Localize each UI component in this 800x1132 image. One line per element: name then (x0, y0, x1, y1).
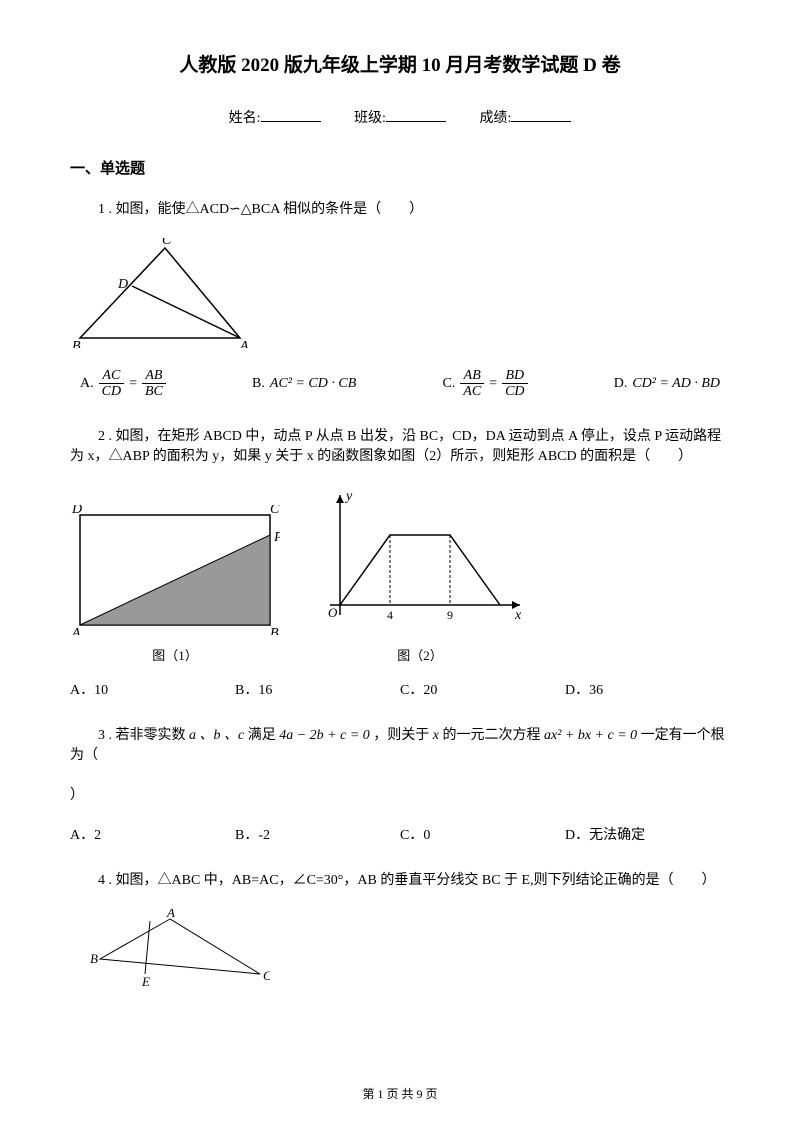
q3-option-c: C．0 (400, 824, 565, 844)
frac-ac-cd: AC CD (99, 368, 124, 400)
frac-den: CD (502, 384, 527, 399)
q1-option-a: A. AC CD = AB BC (80, 368, 166, 400)
name-underline (261, 121, 321, 122)
q3-option-d: D．无法确定 (565, 824, 730, 844)
opt-label-c: C. (442, 376, 455, 392)
q2-figures: D C A B P 图（1） O y x 4 9 图（2） (70, 485, 730, 664)
name-label: 姓名: (229, 111, 261, 126)
q3-varx: x (433, 728, 439, 743)
svg-text:D: D (117, 277, 128, 292)
q3-options: A．2 B．-2 C．0 D．无法确定 (70, 824, 730, 844)
opt-label-d: D. (614, 376, 628, 392)
q2-option-c: C．20 (400, 679, 565, 699)
q4-figure: A B C E (90, 909, 730, 994)
score-underline (511, 121, 571, 122)
frac-num: AB (142, 368, 166, 384)
q3-eq1: 4a − 2b + c = 0 (279, 728, 370, 743)
svg-text:E: E (141, 974, 150, 989)
info-line: 姓名: 班级: 成绩: (70, 107, 730, 127)
opt-math-b: AC² = CD · CB (270, 376, 356, 392)
frac-bd-cd: BD CD (502, 368, 527, 400)
q1-text: 1 . 如图，能使△ACD∽△BCA 相似的条件是（ ） (70, 198, 730, 218)
q2-option-b: B．16 (235, 679, 400, 699)
frac-ab-bc: AB BC (142, 368, 166, 400)
class-label: 班级: (354, 111, 386, 126)
eq-sign: = (129, 376, 137, 392)
opt-label-a: A. (80, 376, 94, 392)
score-field: 成绩: (479, 107, 571, 127)
q3-option-b: B．-2 (235, 824, 400, 844)
frac-den: BC (142, 384, 166, 399)
eq-sign: = (489, 376, 497, 392)
svg-text:9: 9 (447, 608, 453, 622)
q3-mid: 满足 (248, 728, 276, 743)
page-footer: 第 1 页 共 9 页 (0, 1085, 800, 1102)
svg-text:B: B (72, 339, 81, 348)
svg-text:4: 4 (387, 608, 393, 622)
q2-option-a: A．10 (70, 679, 235, 699)
q4-triangle-svg: A B C E (90, 909, 270, 989)
q2-text: 2 . 如图，在矩形 ABCD 中，动点 P 从点 B 出发，沿 BC，CD，D… (70, 425, 730, 465)
class-field: 班级: (354, 107, 446, 127)
q3-vars: a 、b 、c (189, 728, 244, 743)
q2-fig2-svg: O y x 4 9 (310, 485, 530, 635)
frac-num: BD (502, 368, 527, 384)
q3-eq2: ax² + bx + c = 0 (544, 728, 637, 743)
frac-num: AB (460, 368, 484, 384)
frac-den: CD (99, 384, 124, 399)
svg-text:y: y (344, 489, 353, 504)
q3-option-a: A．2 (70, 824, 235, 844)
q1-option-c: C. AB AC = BD CD (442, 368, 527, 400)
svg-text:O: O (328, 605, 338, 620)
q2-options: A．10 B．16 C．20 D．36 (70, 679, 730, 699)
svg-text:x: x (514, 608, 522, 623)
q2-option-d: D．36 (565, 679, 730, 699)
page-title: 人教版 2020 版九年级上学期 10 月月考数学试题 D 卷 (70, 50, 730, 77)
name-field: 姓名: (229, 107, 321, 127)
fig2-caption: 图（2） (310, 645, 530, 664)
svg-text:C: C (263, 968, 270, 983)
class-underline (386, 121, 446, 122)
svg-text:P: P (273, 530, 280, 545)
q2-fig1-svg: D C A B P (70, 505, 280, 635)
q3-mid2: ，则关于 (373, 728, 429, 743)
fig1-caption: 图（1） (70, 645, 280, 664)
svg-text:A: A (166, 909, 175, 920)
frac-num: AC (99, 368, 124, 384)
q3-mid3: 的一元二次方程 (443, 728, 541, 743)
q1-figure: B A C D (70, 238, 730, 353)
q3-close: ） (70, 784, 730, 804)
q2-fig1-container: D C A B P 图（1） (70, 505, 280, 664)
q3-text: 3 . 若非零实数 a 、b 、c 满足 4a − 2b + c = 0 ，则关… (70, 724, 730, 764)
svg-text:A: A (239, 339, 249, 348)
opt-math-d: CD² = AD · BD (632, 376, 720, 392)
frac-ab-ac: AB AC (460, 368, 484, 400)
svg-text:C: C (270, 505, 280, 517)
q1-option-b: B. AC² = CD · CB (252, 376, 356, 392)
svg-text:B: B (90, 951, 98, 966)
q1-options: A. AC CD = AB BC B. AC² = CD · CB C. AB … (70, 368, 730, 400)
opt-label-b: B. (252, 376, 265, 392)
score-label: 成绩: (479, 111, 511, 126)
q2-fig2-container: O y x 4 9 图（2） (310, 485, 530, 664)
svg-text:C: C (162, 238, 172, 248)
svg-text:A: A (71, 626, 81, 635)
q3-pre: 3 . 若非零实数 (98, 728, 186, 743)
q1-option-d: D. CD² = AD · BD (614, 376, 720, 392)
frac-den: AC (460, 384, 484, 399)
section-heading: 一、单选题 (70, 157, 730, 178)
q4-text: 4 . 如图，△ABC 中，AB=AC，∠C=30°，AB 的垂直平分线交 BC… (70, 869, 730, 889)
q1-triangle-svg: B A C D (70, 238, 250, 348)
svg-text:B: B (270, 626, 279, 635)
svg-text:D: D (71, 505, 82, 517)
